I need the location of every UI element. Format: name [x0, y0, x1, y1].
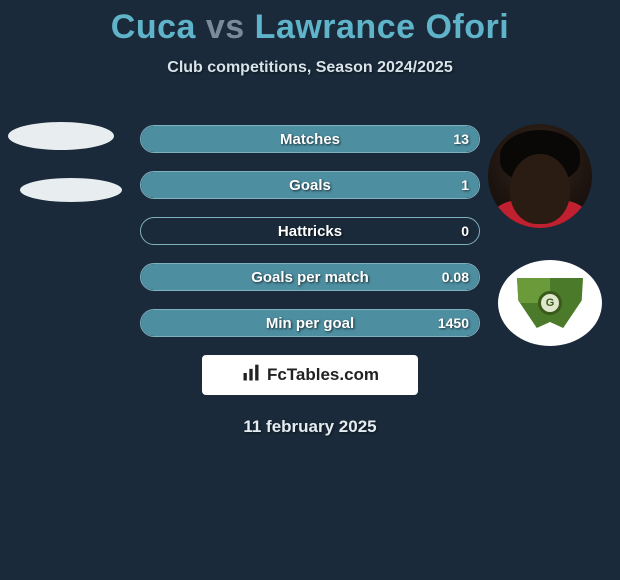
page-title: Cuca vs Lawrance Ofori	[0, 0, 620, 47]
stat-label: Hattricks	[278, 223, 342, 240]
stat-row-goals: Goals 1	[140, 171, 480, 199]
player-left-avatar-placeholder	[8, 122, 114, 150]
stat-row-hattricks: Hattricks 0	[140, 217, 480, 245]
brand-text: FcTables.com	[267, 365, 379, 385]
stat-row-matches: Matches 13	[140, 125, 480, 153]
club-left-badge-placeholder	[20, 178, 122, 202]
stat-right-value: 1450	[438, 315, 469, 331]
bar-chart-icon	[241, 363, 261, 388]
stat-row-mpg: Min per goal 1450	[140, 309, 480, 337]
club-right-badge: G	[498, 260, 602, 346]
stat-right-value: 1	[461, 177, 469, 193]
stat-label: Matches	[280, 131, 340, 148]
avatar-face	[510, 154, 570, 224]
stat-label: Goals per match	[251, 269, 369, 286]
subtitle: Club competitions, Season 2024/2025	[0, 59, 620, 77]
date-label: 11 february 2025	[0, 417, 620, 437]
player-right-avatar	[488, 124, 592, 228]
stat-right-value: 13	[453, 131, 469, 147]
stat-label: Min per goal	[266, 315, 354, 332]
title-player1: Cuca	[111, 8, 196, 46]
title-separator: vs	[206, 8, 245, 46]
stat-row-gpm: Goals per match 0.08	[140, 263, 480, 291]
stats-list: Matches 13 Goals 1 Hattricks 0 Goals per…	[140, 125, 480, 337]
club-initial: G	[538, 291, 562, 315]
club-shield: G	[517, 278, 583, 328]
stat-right-value: 0	[461, 223, 469, 239]
brand-link[interactable]: FcTables.com	[202, 355, 418, 395]
title-player2: Lawrance Ofori	[255, 8, 510, 46]
stat-label: Goals	[289, 177, 331, 194]
stat-right-value: 0.08	[442, 269, 469, 285]
